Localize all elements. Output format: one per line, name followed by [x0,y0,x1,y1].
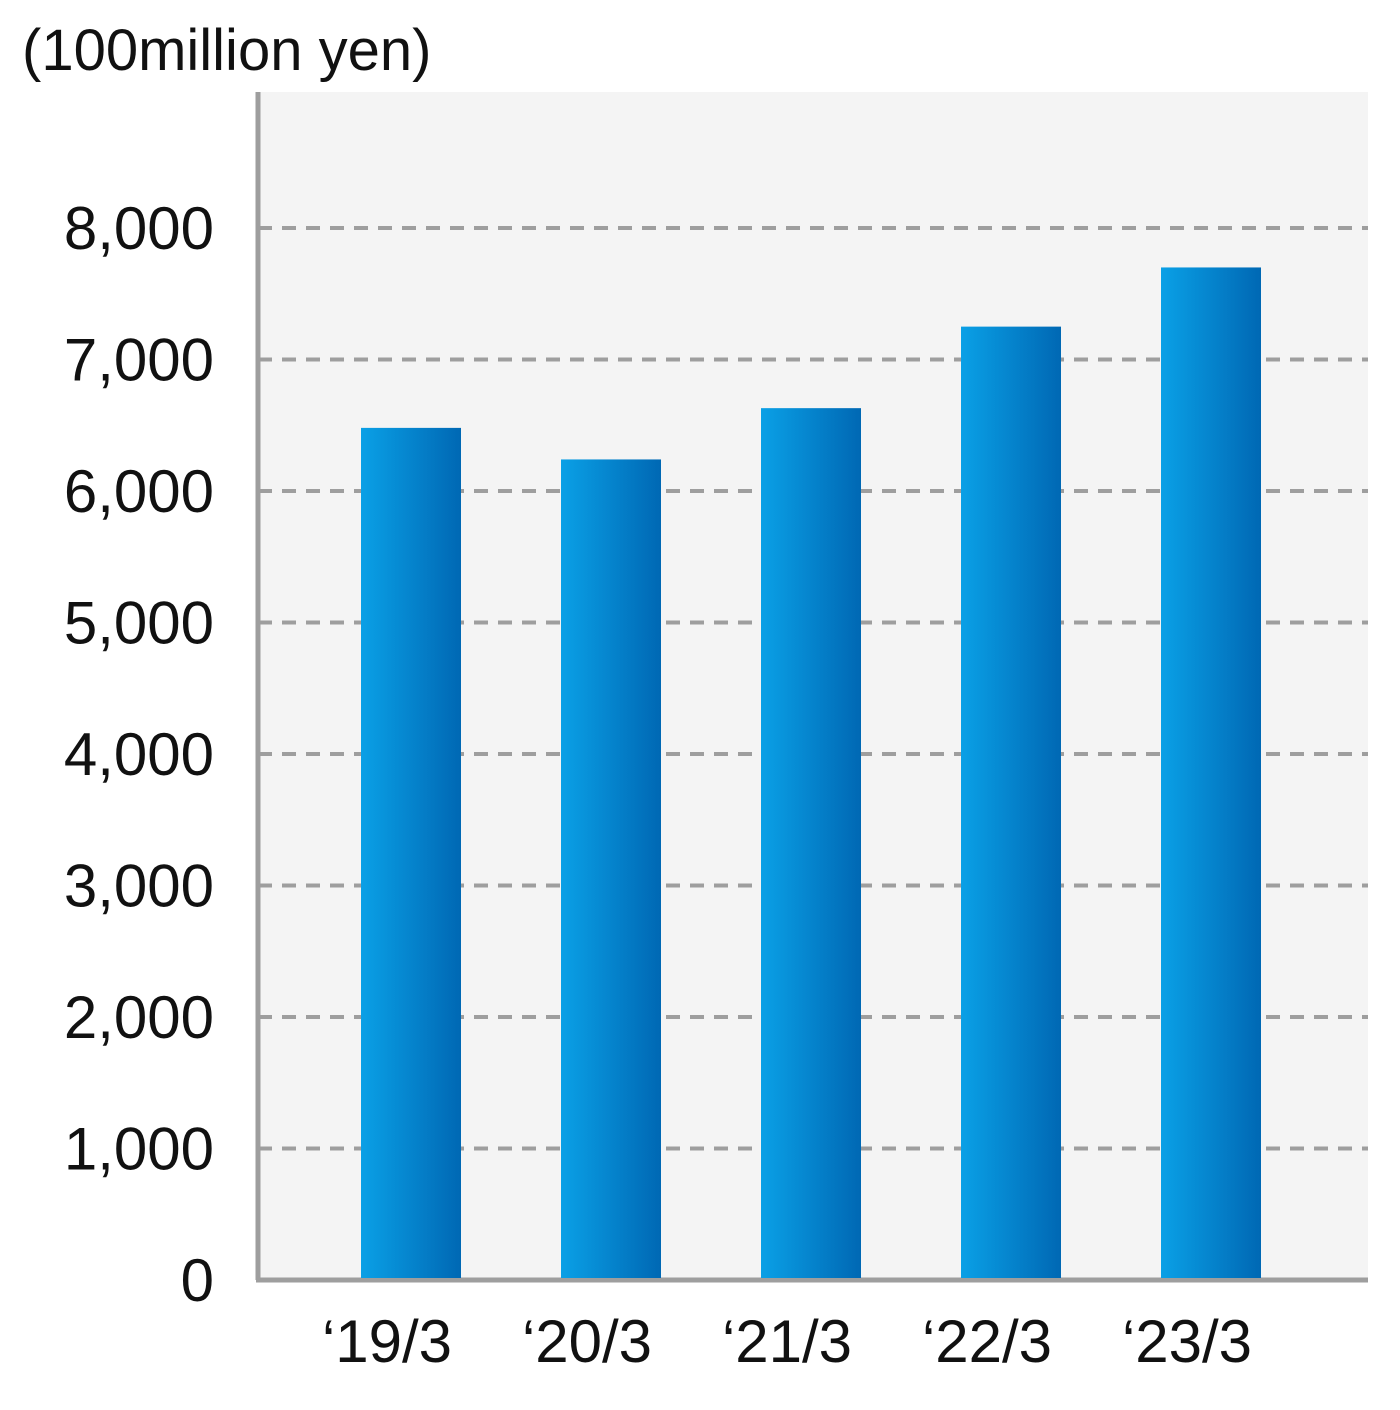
x-category-label: ‘20/3 [522,1308,652,1375]
y-tick-label: 8,000 [64,195,214,262]
x-category-label: ‘19/3 [322,1308,452,1375]
bar [961,326,1061,1278]
y-tick-label: 4,000 [64,721,214,788]
y-tick-labels: 0 1,000 2,000 3,000 4,000 5,000 6,000 7,000 8,00… [64,195,214,1314]
x-category-label: ‘22/3 [922,1308,1052,1375]
y-tick-label: 7,000 [64,327,214,394]
bar [761,408,861,1278]
x-category-label: ‘23/3 [1122,1308,1252,1375]
x-category-labels: ‘19/3 ‘20/3 ‘21/3 ‘22/3 ‘23/3 [322,1308,1252,1375]
axes [255,92,1368,1283]
unit-label: (100million yen) [22,18,431,83]
bar [561,459,661,1278]
y-tick-label: 0 [181,1247,214,1314]
x-category-label: ‘21/3 [722,1308,852,1375]
y-tick-label: 1,000 [64,1116,214,1183]
y-tick-label: 6,000 [64,458,214,525]
bars [361,267,1261,1278]
y-tick-label: 3,000 [64,853,214,920]
bar [1161,267,1261,1278]
y-tick-label: 5,000 [64,590,214,657]
y-tick-label: 2,000 [64,984,214,1051]
bar [361,427,461,1278]
